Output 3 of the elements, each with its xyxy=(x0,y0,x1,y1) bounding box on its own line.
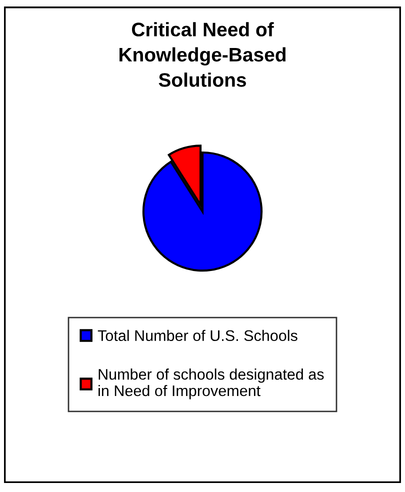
chart-title: Critical Need of Knowledge-Based Solutions xyxy=(120,22,286,87)
legend-label: Total Number of U.S. Schools xyxy=(98,330,298,342)
legend-label: Number of schools designated as in Need of Improvement xyxy=(98,368,324,400)
